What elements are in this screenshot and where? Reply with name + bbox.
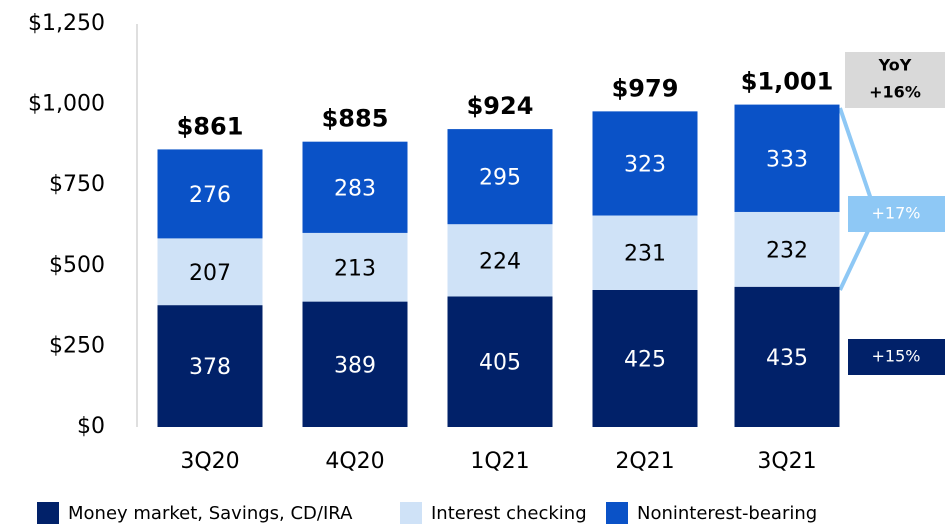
bar-segment xyxy=(447,129,553,225)
segment-label: 389 xyxy=(334,353,376,378)
yoy-box xyxy=(845,52,945,108)
bar-segment xyxy=(734,286,840,427)
segment-label: 378 xyxy=(189,355,231,380)
x-tick-label: 3Q21 xyxy=(757,449,816,474)
segment-label: 224 xyxy=(479,249,521,274)
y-tick-label: $1,250 xyxy=(28,11,105,36)
bar-segment xyxy=(157,149,263,239)
total-label: $861 xyxy=(177,112,244,140)
x-tick-label: 3Q20 xyxy=(180,449,239,474)
segment-label: 213 xyxy=(334,256,376,281)
segment-label: 283 xyxy=(334,176,376,201)
y-tick-label: $1,000 xyxy=(28,92,105,117)
segment-label: 207 xyxy=(189,261,231,286)
bar-segment xyxy=(302,141,408,233)
y-tick-label: $750 xyxy=(49,172,105,197)
total-label: $885 xyxy=(322,105,389,133)
segment-label: 323 xyxy=(624,152,666,177)
bar-segment xyxy=(447,296,553,427)
x-tick-label: 4Q20 xyxy=(325,449,384,474)
yoy-label: +17% xyxy=(872,204,921,223)
segment-label: 295 xyxy=(479,166,521,191)
x-tick-label: 2Q21 xyxy=(615,449,674,474)
yoy-box xyxy=(848,196,945,232)
y-tick-label: $250 xyxy=(49,333,105,358)
bar-segment xyxy=(302,301,408,427)
yoy-total: +16% xyxy=(869,83,921,102)
total-label: $1,001 xyxy=(741,67,834,95)
yoy-label: +15% xyxy=(872,347,921,366)
legend-label: Money market, Savings, CD/IRA xyxy=(68,503,353,524)
bar-segment xyxy=(592,111,698,216)
segment-label: 232 xyxy=(766,238,808,263)
yoy-box xyxy=(848,339,945,375)
bar-segment xyxy=(157,238,263,306)
x-tick-label: 1Q21 xyxy=(470,449,529,474)
legend-swatch xyxy=(37,502,59,524)
y-tick-label: $500 xyxy=(49,253,105,278)
y-tick-label: $0 xyxy=(77,414,105,439)
bar-segment xyxy=(592,215,698,290)
segment-label: 231 xyxy=(624,242,666,267)
bar-segment xyxy=(157,305,263,427)
segment-label: 425 xyxy=(624,347,666,372)
legend-swatch xyxy=(606,502,628,524)
legend-label: Noninterest-bearing xyxy=(637,503,817,524)
segment-label: 276 xyxy=(189,183,231,208)
legend-label: Interest checking xyxy=(431,503,587,524)
bar-segment xyxy=(302,232,408,302)
yoy-title: YoY xyxy=(878,56,912,75)
bar-segment xyxy=(592,289,698,427)
segment-label: 435 xyxy=(766,346,808,371)
bar-segment xyxy=(734,211,840,287)
bar-segment xyxy=(734,104,840,212)
segment-label: 333 xyxy=(766,147,808,172)
legend-swatch xyxy=(400,502,422,524)
segment-label: 405 xyxy=(479,351,521,376)
total-label: $979 xyxy=(612,74,679,102)
total-label: $924 xyxy=(467,92,534,120)
bar-segment xyxy=(447,224,553,297)
